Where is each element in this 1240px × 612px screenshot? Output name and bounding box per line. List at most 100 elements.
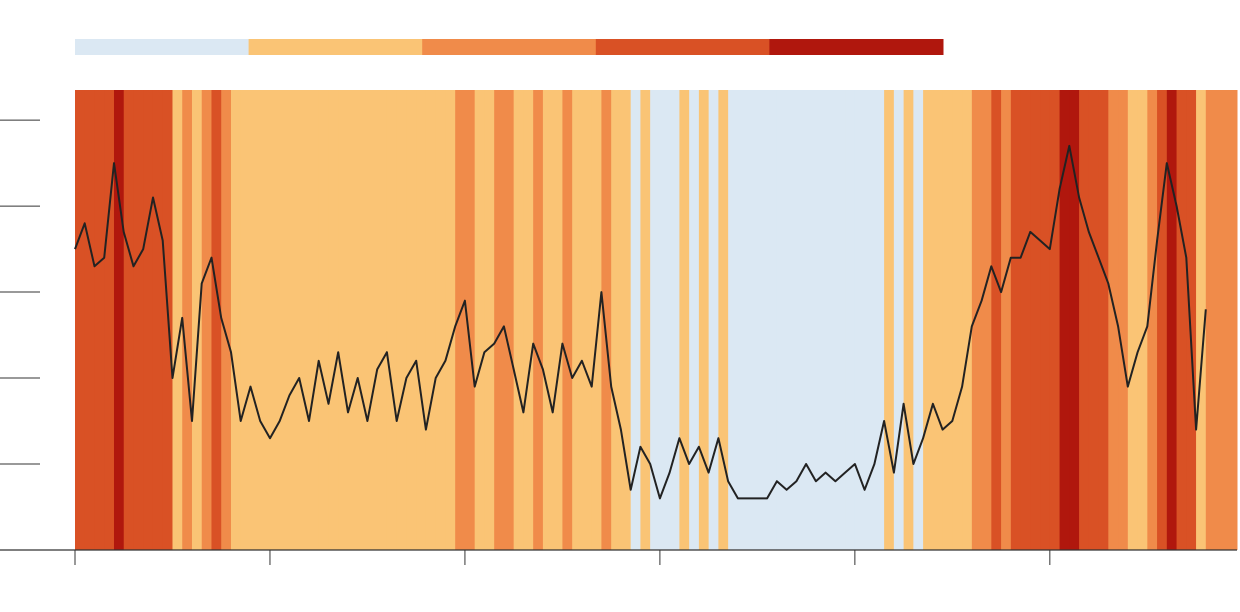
stripe xyxy=(386,90,398,550)
stripe xyxy=(523,90,534,550)
stripe xyxy=(981,90,992,550)
stripe xyxy=(591,90,602,550)
stripe xyxy=(659,90,671,550)
stripe xyxy=(406,90,417,550)
stripe xyxy=(786,90,797,550)
stripe xyxy=(747,90,758,550)
stripe xyxy=(1030,90,1041,550)
stripes xyxy=(75,90,1238,550)
stripe xyxy=(1127,90,1139,550)
stripe xyxy=(718,90,729,550)
legend-swatch xyxy=(248,39,423,55)
stripe xyxy=(728,90,739,550)
stripe xyxy=(698,90,710,550)
stripe xyxy=(991,90,1002,550)
stripe xyxy=(240,90,251,550)
stripe xyxy=(94,90,105,550)
stripe xyxy=(513,90,524,550)
stripe xyxy=(776,90,788,550)
stripe xyxy=(279,90,290,550)
line xyxy=(74,144,1207,500)
stripe xyxy=(650,90,661,550)
stripe xyxy=(435,90,446,550)
stripe xyxy=(396,90,407,550)
stripe xyxy=(318,90,329,550)
stripe xyxy=(494,90,505,550)
stripe xyxy=(503,90,515,550)
stripe xyxy=(152,90,164,550)
stripe xyxy=(1020,90,1031,550)
stripe xyxy=(455,90,466,550)
stripe xyxy=(903,90,914,550)
stripe xyxy=(708,90,719,550)
stripe xyxy=(533,90,544,550)
stripe xyxy=(113,90,125,550)
stripe xyxy=(250,90,261,550)
stripe xyxy=(815,90,827,550)
stripe xyxy=(269,90,281,550)
stripe xyxy=(1001,90,1012,550)
stripe xyxy=(338,90,349,550)
stripe xyxy=(172,90,183,550)
stripe xyxy=(942,90,953,550)
stripe xyxy=(445,90,456,550)
stripe xyxy=(1059,90,1070,550)
stripe xyxy=(211,90,222,550)
stripe xyxy=(962,90,973,550)
stripe xyxy=(864,90,875,550)
stripe xyxy=(971,90,983,550)
stripe xyxy=(923,90,934,550)
stripe xyxy=(542,90,554,550)
stripe xyxy=(689,90,700,550)
stripe xyxy=(123,90,134,550)
stripe xyxy=(854,90,866,550)
stripe xyxy=(1147,90,1158,550)
stripe xyxy=(221,90,232,550)
stripe xyxy=(357,90,368,550)
stripe xyxy=(620,90,632,550)
stripe xyxy=(143,90,154,550)
stripe xyxy=(1137,90,1148,550)
stripe xyxy=(845,90,856,550)
stripe xyxy=(806,90,817,550)
legend-swatch xyxy=(422,39,597,55)
stripe xyxy=(552,90,563,550)
stripe xyxy=(767,90,778,550)
stripe xyxy=(825,90,836,550)
stripe xyxy=(75,90,86,550)
stripe xyxy=(201,90,212,550)
stripe xyxy=(640,90,651,550)
stripe xyxy=(796,90,807,550)
stripe xyxy=(1098,90,1109,550)
stripe xyxy=(1079,90,1090,550)
stripe xyxy=(367,90,378,550)
stripe xyxy=(679,90,690,550)
stripe xyxy=(1186,90,1197,550)
stripe xyxy=(474,90,485,550)
stripe xyxy=(1176,90,1187,550)
stripe xyxy=(416,90,427,550)
stripe xyxy=(484,90,495,550)
stripe xyxy=(737,90,749,550)
stripe xyxy=(299,90,310,550)
stripe xyxy=(230,90,242,550)
stripe xyxy=(1010,90,1022,550)
stripe xyxy=(1069,90,1080,550)
stripe xyxy=(289,90,300,550)
stripe xyxy=(1040,90,1051,550)
stripe xyxy=(1108,90,1119,550)
stripe xyxy=(464,90,476,550)
stripe xyxy=(84,90,95,550)
stripe xyxy=(328,90,339,550)
stripe xyxy=(377,90,388,550)
stripe xyxy=(835,90,846,550)
stripe xyxy=(913,90,924,550)
stripe xyxy=(1205,90,1238,550)
legend-swatch xyxy=(595,39,770,55)
stripe xyxy=(191,90,203,550)
stripe xyxy=(630,90,641,550)
stripe xyxy=(874,90,885,550)
stripe xyxy=(757,90,768,550)
stripe xyxy=(260,90,271,550)
